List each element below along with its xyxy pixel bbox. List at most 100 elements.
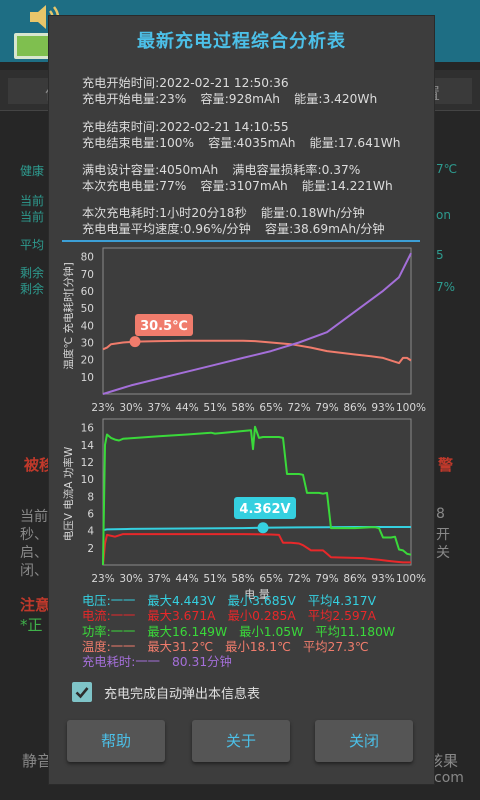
close-button[interactable]: 关闭	[315, 720, 413, 762]
x-tick-label: 93%	[371, 402, 394, 414]
bg-right4: 7%	[436, 280, 456, 294]
x-tick-label: 86%	[343, 402, 366, 414]
x-tick-label: 30%	[119, 573, 142, 585]
design-row: 满电设计容量:4050mAh 满电容量损耗率:0.37%	[82, 162, 374, 178]
tab-right[interactable]	[432, 78, 472, 104]
x-tick-label: 72%	[287, 402, 310, 414]
current-max: 最大3.671A	[147, 609, 216, 623]
auto-popup-checkbox[interactable]	[72, 682, 92, 702]
y-tick-label: 70	[81, 269, 94, 281]
temperature-min: 最小18.1℃	[225, 640, 291, 654]
y-axis-label: 电压V 电流A 功率W	[62, 446, 75, 541]
checkmark-icon	[75, 687, 89, 699]
y-tick-label: 80	[81, 252, 94, 264]
voltage-stats: 电压:一一 最大4.443V 最小3.685V 平均4.317V	[82, 594, 388, 609]
bg-para1: 当前	[20, 509, 48, 525]
x-tick-label: 58%	[231, 402, 254, 414]
marker-label-box	[234, 497, 296, 519]
y-tick-label: 40	[81, 320, 94, 332]
bg-note2: *正	[20, 616, 43, 634]
bg-para3: 启、	[20, 545, 48, 561]
bg-right2: on	[436, 208, 451, 222]
this-charge-capacity: 容量:3107mAh	[200, 179, 288, 193]
bg-rt-c: 8	[436, 506, 445, 522]
voltage-min: 最小3.685V	[227, 594, 296, 608]
temperature-max: 最大31.2℃	[147, 640, 214, 654]
charging-charts: 10 20 30 40 50 60 70 80 23% 30% 37% 44% 51% 58% 65% 72%…	[62, 247, 426, 601]
bg-right3: 5	[436, 248, 444, 262]
start-energy: 能量:3.420Wh	[294, 92, 378, 106]
this-charge-row: 本次充电电量:77% 容量:3107mAh 能量:14.221Wh	[82, 178, 407, 194]
y-axis-label: 温度℃ 充电耗时[分钟]	[62, 262, 75, 369]
elapsed-label: 充电耗时:一一	[82, 655, 160, 669]
capacity-loss: 满电容量损耗率:0.37%	[232, 163, 361, 177]
y-tick-label: 10	[81, 372, 94, 384]
y-tick-label: 4	[87, 526, 94, 538]
x-tick-label: 44%	[175, 402, 198, 414]
help-button[interactable]: 帮助	[67, 720, 165, 762]
x-tick-label: 51%	[203, 402, 226, 414]
marker-dot	[257, 522, 269, 534]
temperature-label: 温度:一一	[82, 640, 136, 654]
current-label: 电流:一一	[82, 609, 136, 623]
start-level-row: 充电开始电量:23% 容量:928mAh 能量:3.420Wh	[82, 91, 391, 107]
energy-rate: 能量:0.18Wh/分钟	[260, 206, 365, 220]
x-tick-label: 100%	[396, 402, 426, 414]
x-tick-label: 30%	[119, 402, 142, 414]
x-tick-label: 58%	[231, 573, 254, 585]
x-tick-label: 86%	[343, 573, 366, 585]
marker-dot	[129, 336, 141, 348]
auto-popup-label: 充电完成自动弹出本信息表	[104, 686, 261, 702]
bg-health: 健康	[20, 164, 45, 178]
auto-popup-row[interactable]: 充电完成自动弹出本信息表	[72, 681, 260, 703]
bg-rt-b: 关	[436, 545, 450, 561]
plot-frame-0	[102, 247, 412, 395]
duration-row: 本次充电耗时:1小时20分18秒 能量:0.18Wh/分钟	[82, 205, 379, 221]
power-stats: 功率:一一 最大16.149W 最小1.05W 平均11.180W	[82, 625, 407, 640]
voltage-max: 最大4.443V	[147, 594, 216, 608]
x-tick-label: 44%	[175, 573, 198, 585]
end-capacity: 容量:4035mAh	[208, 136, 296, 150]
y-tick-label: 20	[81, 355, 94, 367]
design-capacity: 满电设计容量:4050mAh	[82, 163, 219, 177]
y-tick-label: 8	[87, 491, 94, 503]
y-tick-label: 16	[81, 423, 95, 435]
x-tick-label: 79%	[315, 402, 338, 414]
elapsed-stats: 充电耗时:一一 80.31分钟	[82, 655, 244, 670]
y-tick-label: 6	[87, 508, 94, 520]
series-line-温度	[102, 339, 412, 365]
series-line-充电耗时	[102, 252, 412, 395]
x-tick-label: 23%	[91, 573, 114, 585]
series-line-电流	[102, 533, 411, 566]
x-axis-label: 电 量	[244, 588, 270, 601]
y-tick-label: 30	[81, 337, 94, 349]
bg-rt-a: 开	[436, 527, 450, 543]
x-tick-label: 51%	[203, 573, 226, 585]
dialog-title: 最新充电过程综合分析表	[137, 31, 346, 52]
end-level: 充电结束电量:100%	[82, 136, 195, 150]
about-button[interactable]: 关于	[192, 720, 290, 762]
x-tick-label: 65%	[259, 573, 282, 585]
capacity-rate: 容量:38.69mAh/分钟	[264, 222, 385, 236]
avg-speed: 充电电量平均速度:0.96%/分钟	[82, 222, 251, 236]
voltage-avg: 平均4.317V	[307, 594, 376, 608]
current-min: 最小0.285A	[227, 609, 296, 623]
end-level-row: 充电结束电量:100% 容量:4035mAh 能量:17.641Wh	[82, 135, 414, 151]
plot-frame-1	[102, 418, 412, 566]
this-charge-level: 本次充电电量:77%	[82, 179, 187, 193]
marker-label: 30.5℃	[140, 319, 188, 334]
x-tick-label: 65%	[259, 402, 282, 414]
bg-footer-left: 静音	[22, 752, 53, 770]
y-tick-label: 2	[87, 543, 94, 555]
bg-rem2: 剩余	[20, 282, 45, 296]
temperature-stats: 温度:一一 最大31.2℃ 最小18.1℃ 平均27.3℃	[82, 640, 381, 655]
end-energy: 能量:17.641Wh	[309, 136, 401, 150]
y-tick-label: 50	[81, 303, 94, 315]
charge-analysis-dialog: 最新充电过程综合分析表 充电开始时间:2022-02-21 12:50:36 充…	[49, 16, 434, 784]
tab-left[interactable]	[8, 78, 48, 104]
x-tick-label: 79%	[315, 573, 338, 585]
x-tick-label: 37%	[147, 573, 170, 585]
bg-warn-left: 被移	[24, 456, 55, 474]
y-tick-label: 60	[81, 286, 94, 298]
bg-line3: 平均	[20, 238, 45, 252]
